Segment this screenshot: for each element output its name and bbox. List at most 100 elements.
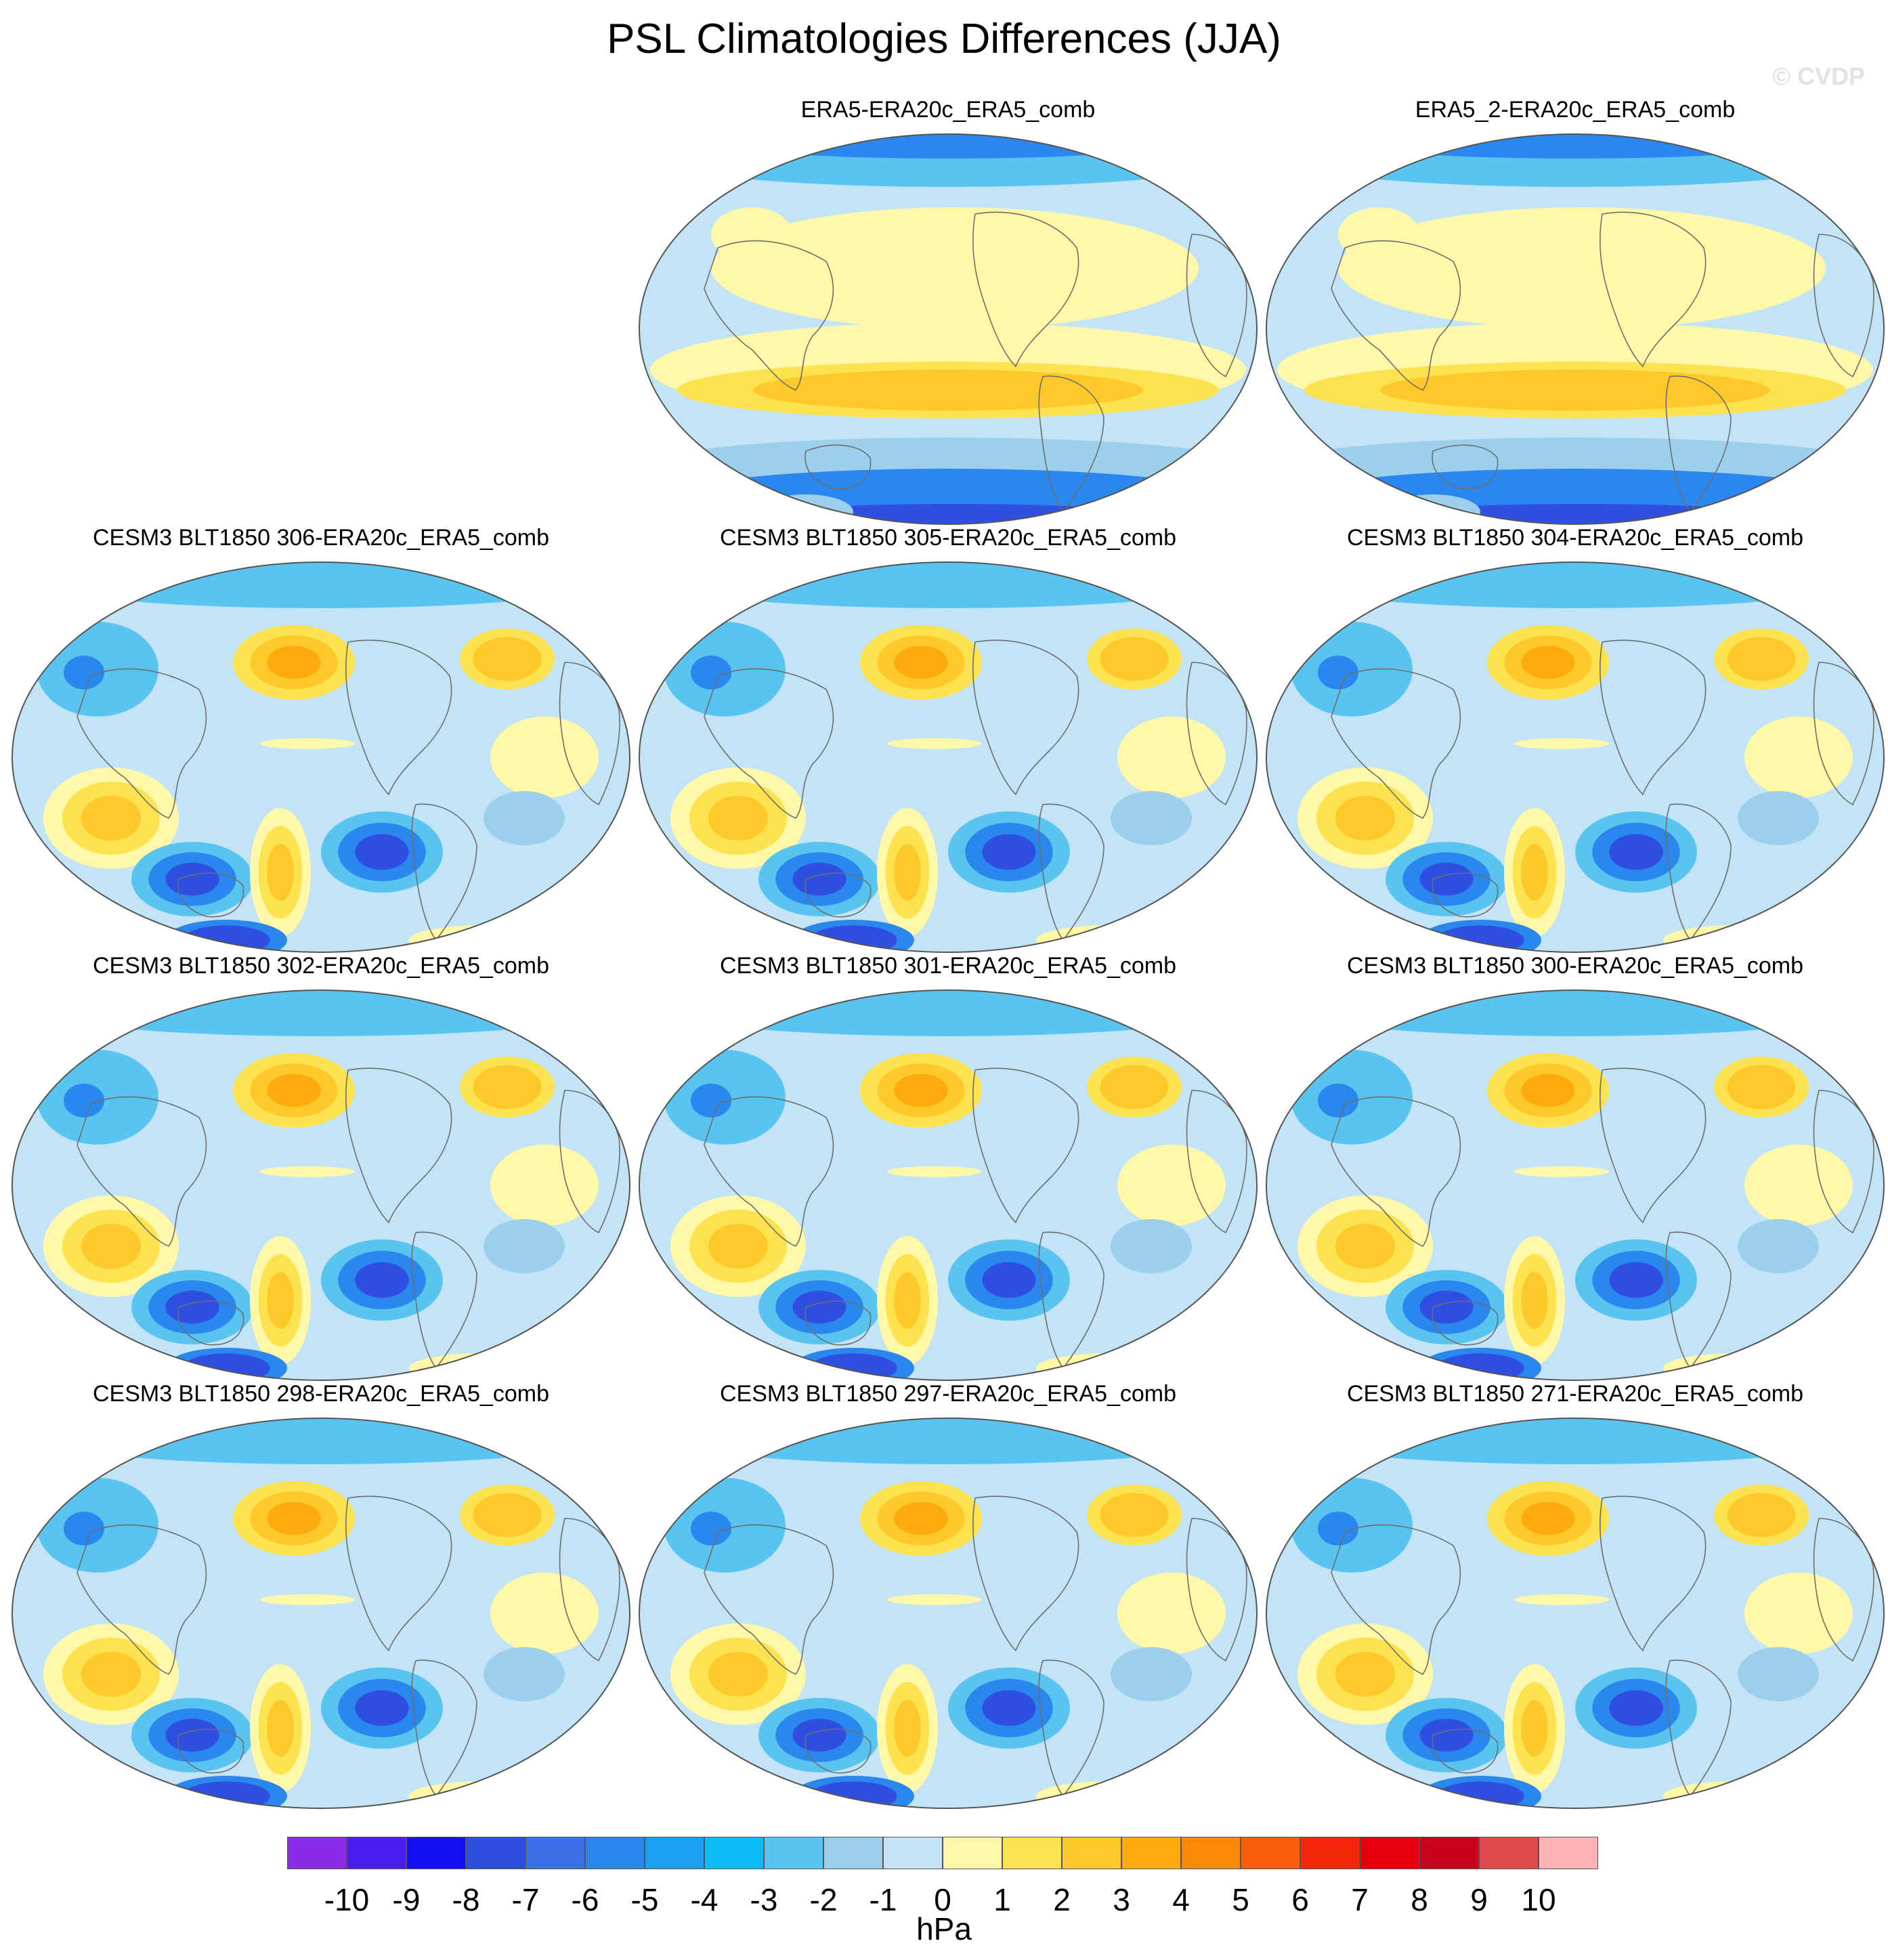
antarctic-negative-level-2 [1436,1353,1524,1380]
indian-ocean-positive-level-3 [1335,1224,1395,1269]
south-atlantic-negative [484,791,565,845]
robinson-map [639,561,1258,953]
south-pacific-positive-tongue-level-3 [1521,844,1548,901]
indian-ocean-positive-level-3 [81,1224,141,1269]
tibet-negative-core [64,656,104,689]
north-pacific-high-level-3 [267,1073,321,1107]
coastline-4 [1038,1231,1104,1369]
south-pacific-positive-tongue-level-3 [1521,1272,1548,1329]
south-indian-low-level-3 [1419,862,1474,896]
coastline-3 [972,639,1079,796]
north-atlantic-high-level-2 [1727,637,1796,681]
robinson-map [1266,133,1885,525]
north-pacific-high-level-3 [267,645,321,679]
panel-title: ERA5_2-ERA20c_ERA5_comb [1415,97,1736,123]
colorbar-swatch [1240,1837,1300,1869]
colorbar-tick-label: 1 [993,1882,1011,1917]
south-pacific-low-level-3 [1609,834,1663,870]
colorbar-tick-label: -10 [324,1882,370,1917]
south-pacific-low-level-3 [355,834,409,870]
coastline-1 [1331,1096,1461,1247]
colorbar-tick-label: -5 [630,1882,659,1917]
south-atlantic-negative [1111,791,1192,845]
robinson-map [639,989,1258,1381]
south-indian-low-level-3 [1419,1718,1474,1752]
coastline-2 [804,1300,872,1346]
colorbar-tick-label: -2 [809,1882,838,1917]
colorbar-swatch [823,1837,883,1869]
south-pacific-low-level-3 [982,1262,1036,1298]
coastline-3 [1599,639,1707,796]
coastline-1 [77,1096,207,1247]
south-indian-low-level-3 [165,1290,219,1324]
coastline-2 [177,1728,244,1774]
coastline-2 [177,872,244,918]
colorbar-swatch [1121,1837,1181,1869]
colorbar-swatch [882,1837,943,1869]
south-pacific-low-level-3 [355,1262,409,1298]
south-pacific-low-level-3 [982,834,1036,870]
map-outline [12,561,630,953]
colorbar-swatch [1359,1837,1419,1869]
tibet-negative-core [1318,1084,1358,1117]
north-pacific-high-level-3 [1521,645,1575,679]
equatorial-positive-streak [260,1594,355,1605]
colorbar-swatch [644,1837,704,1869]
north-atlantic-high-level-2 [1100,637,1169,681]
colorbar-tick-label: 8 [1411,1882,1428,1917]
map-panel: CESM3 BLT1850 305-ERA20c_ERA5_comb [637,523,1260,956]
south-indian-low-level-3 [792,862,846,896]
south-atlantic-positive [1744,717,1853,798]
south-atlantic-positive [490,1573,599,1654]
panel-title: CESM3 BLT1850 297-ERA20c_ERA5_comb [719,1381,1177,1407]
tibet-negative-core [64,1512,104,1546]
coastline-2 [804,444,872,490]
colorbar-swatch [1419,1837,1479,1869]
south-atlantic-negative [484,1647,565,1701]
watermark: © CVDP [1772,62,1865,90]
colorbar-swatch [1300,1837,1360,1869]
map-outline [12,1418,630,1809]
arctic-negative-band [37,562,605,608]
south-pacific-positive-tongue-level-3 [894,1272,921,1329]
colorbar-tick-label: -1 [869,1882,897,1917]
arctic-negative-band [1291,562,1860,608]
coastline-2 [804,1728,872,1774]
colorbar-swatch [525,1837,585,1869]
coastline-2 [804,872,872,918]
north-pacific-high-level-3 [1521,1073,1575,1107]
colorbar-tick-label: -3 [750,1882,778,1917]
figure-title: PSL Climatologies Differences (JJA) [607,16,1281,62]
south-atlantic-positive [1117,1145,1226,1226]
south-atlantic-negative [1738,791,1819,845]
south-indian-low-level-3 [165,862,219,896]
north-pacific-high-level-3 [1521,1501,1575,1535]
colorbar-tick-label: 10 [1521,1882,1556,1917]
antarctic-negative-level-2 [182,1353,270,1380]
south-atlantic-negative [1111,1219,1192,1273]
south-pacific-positive-tongue-level-3 [267,844,294,901]
coastline-3 [972,1495,1079,1652]
panel-title: CESM3 BLT1850 306-ERA20c_ERA5_comb [92,525,550,551]
coastline-2 [1432,1728,1499,1774]
coastline-4 [1665,1659,1732,1797]
colorbar-swatch [1538,1837,1598,1869]
south-indian-low-level-3 [165,1718,219,1752]
antarctic-negative-level-2 [809,1781,897,1808]
map-outline [1266,1418,1885,1809]
coastline-4 [1038,375,1104,513]
arctic-negative-band [664,1418,1232,1464]
coastline-2 [1432,444,1499,490]
south-pacific-low-level-3 [982,1690,1036,1726]
robinson-map [12,1418,630,1809]
colorbar-tick-label: 2 [1053,1882,1071,1917]
coastline-1 [77,668,207,819]
equatorial-positive-streak [887,738,982,749]
north-america-positive-patch [1029,228,1084,282]
colorbar-swatch [1061,1837,1121,1869]
south-pacific-positive-tongue-level-3 [894,844,921,901]
north-atlantic-high-level-2 [1100,1493,1169,1537]
arctic-negative-band [664,990,1232,1036]
indian-ocean-positive-level-3 [1335,1652,1395,1697]
robinson-map [12,989,630,1381]
